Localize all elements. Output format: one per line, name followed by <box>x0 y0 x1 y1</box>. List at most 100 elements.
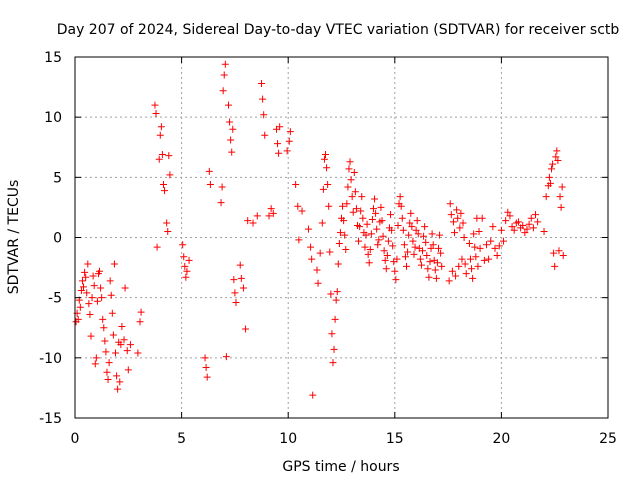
data-point <box>336 229 344 237</box>
data-point <box>118 323 126 331</box>
data-point <box>274 140 282 148</box>
data-point <box>478 214 486 222</box>
data-point <box>333 288 341 296</box>
data-point <box>153 243 161 251</box>
data-point <box>87 332 95 340</box>
data-point <box>217 199 225 207</box>
data-point <box>469 274 477 282</box>
x-tick-label: 5 <box>177 431 186 447</box>
data-point <box>136 318 144 326</box>
y-tick-label: 0 <box>53 231 62 247</box>
data-point <box>358 193 366 201</box>
data-point <box>106 277 114 285</box>
data-point <box>348 193 356 201</box>
data-point <box>361 243 369 251</box>
data-point <box>419 247 427 255</box>
data-point <box>84 260 92 268</box>
data-point <box>267 205 275 213</box>
data-point <box>462 270 470 278</box>
data-point <box>117 341 125 349</box>
data-point <box>445 277 453 285</box>
data-point <box>403 262 411 270</box>
data-point <box>103 368 111 376</box>
data-point <box>397 202 405 210</box>
data-point <box>151 101 159 109</box>
data-point <box>485 255 493 263</box>
data-point <box>377 203 385 211</box>
data-point <box>532 211 540 219</box>
data-point <box>427 244 435 252</box>
data-point <box>276 123 284 131</box>
data-point <box>180 253 188 261</box>
data-point <box>88 294 96 302</box>
data-point <box>161 187 169 195</box>
data-point <box>275 149 283 157</box>
data-point <box>294 202 302 210</box>
data-point <box>85 300 93 308</box>
data-point <box>222 353 230 361</box>
data-point <box>428 230 436 238</box>
data-point <box>242 325 250 333</box>
data-point <box>316 249 324 257</box>
plot-frame <box>74 56 609 419</box>
data-point <box>166 171 174 179</box>
data-point <box>432 274 440 282</box>
data-point <box>239 284 247 292</box>
data-point <box>426 258 434 266</box>
data-point <box>344 183 352 191</box>
data-point <box>121 284 129 292</box>
data-point <box>155 155 163 163</box>
data-point <box>423 252 431 260</box>
data-point <box>372 209 380 217</box>
data-point <box>382 265 390 273</box>
data-point <box>231 289 239 297</box>
data-point <box>401 253 409 261</box>
data-point <box>364 250 372 258</box>
data-point <box>554 156 562 164</box>
data-point <box>534 218 542 226</box>
data-point <box>137 308 145 316</box>
data-point <box>540 227 548 235</box>
data-point <box>470 230 478 238</box>
data-point <box>380 247 388 255</box>
data-point <box>396 193 404 201</box>
data-point <box>74 315 82 323</box>
data-point <box>78 277 86 285</box>
data-point <box>258 79 266 87</box>
data-point <box>126 341 134 349</box>
data-point <box>420 232 428 240</box>
data-point <box>100 324 108 332</box>
data-point <box>202 363 210 371</box>
data-point <box>482 241 490 249</box>
data-point <box>221 60 229 68</box>
data-point <box>109 331 117 339</box>
data-point <box>525 220 533 228</box>
data-point <box>323 164 331 172</box>
data-point <box>343 200 351 208</box>
data-point <box>558 183 566 191</box>
data-point <box>378 217 386 225</box>
data-point <box>514 218 522 226</box>
data-point <box>545 173 553 181</box>
x-tick-label: 25 <box>599 431 617 447</box>
data-point <box>165 152 173 160</box>
data-point <box>96 267 104 275</box>
data-point <box>158 150 166 158</box>
data-point <box>359 214 367 222</box>
data-point <box>449 218 457 226</box>
x-tick-label: 20 <box>492 431 510 447</box>
data-point <box>83 289 91 297</box>
data-point <box>201 354 209 362</box>
data-point <box>466 255 474 263</box>
data-point <box>546 179 554 187</box>
data-point <box>308 255 316 263</box>
y-tick-label: -10 <box>39 351 62 367</box>
data-point <box>205 167 213 175</box>
data-point <box>90 282 98 290</box>
data-point <box>404 248 412 256</box>
y-axis-label: SDTVAR / TECUs <box>6 180 22 295</box>
data-point <box>324 181 332 189</box>
data-point <box>334 260 342 268</box>
data-point <box>493 252 501 260</box>
data-point <box>475 227 483 235</box>
